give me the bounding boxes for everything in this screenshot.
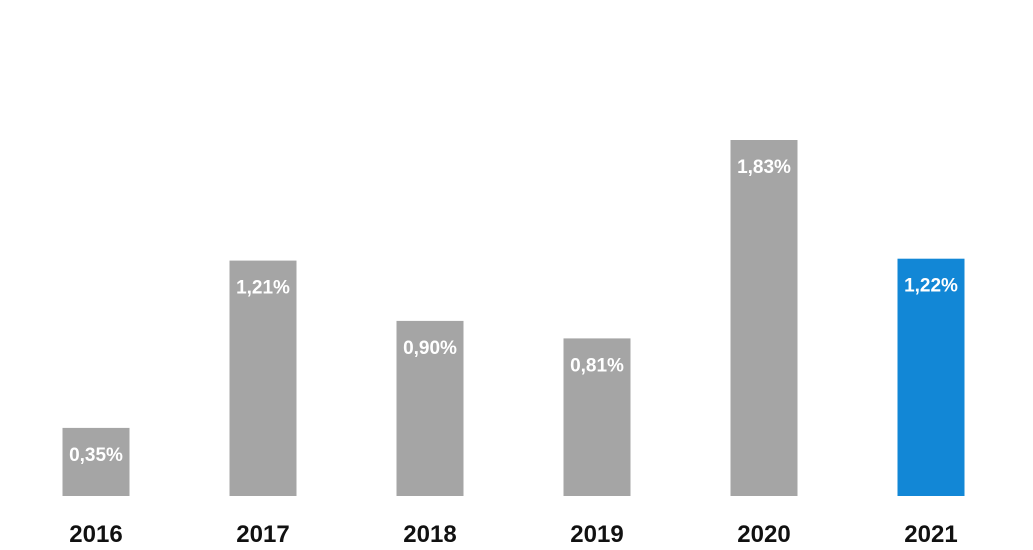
bar-2021	[897, 258, 965, 496]
bar-2020	[730, 140, 798, 496]
bar-2019	[563, 338, 631, 496]
bar-2018	[396, 320, 464, 496]
data-label-2021: 1,22%	[904, 276, 958, 297]
data-labels-group: 0,35% 1,21% 0,90% 0,81% 1,83% 1,22%	[69, 157, 958, 466]
x-tick-label-2020: 2020	[737, 521, 790, 548]
data-label-2017: 1,21%	[236, 278, 290, 299]
bar-2016	[62, 427, 130, 496]
data-label-2020: 1,83%	[737, 157, 791, 178]
x-tick-label-2017: 2017	[236, 521, 289, 548]
x-tick-label-2016: 2016	[69, 521, 122, 548]
x-tick-label-2021: 2021	[904, 521, 957, 548]
x-axis-tick-labels: 2016 2017 2018 2019 2020 2021	[69, 521, 957, 548]
x-tick-label-2019: 2019	[570, 521, 623, 548]
data-label-2016: 0,35%	[69, 445, 123, 466]
data-label-2019: 0,81%	[570, 355, 624, 376]
data-label-2018: 0,90%	[403, 338, 457, 359]
x-tick-label-2018: 2018	[403, 521, 456, 548]
bar-2017	[229, 260, 297, 496]
bars-group	[62, 140, 965, 496]
